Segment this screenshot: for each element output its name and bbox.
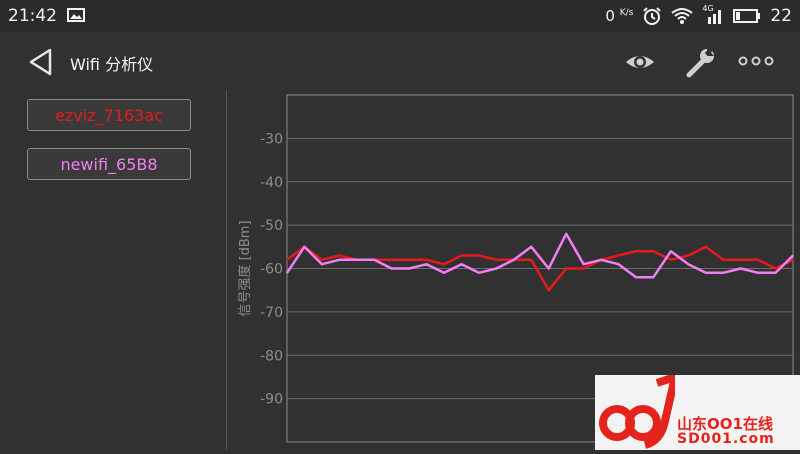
data-point — [530, 259, 533, 261]
data-point — [652, 276, 655, 278]
data-point — [792, 259, 794, 261]
wifi-icon — [671, 8, 693, 24]
net-speed: 0 K/s — [605, 7, 634, 25]
network-item-ezviz[interactable]: ezviz_7163ac — [27, 99, 191, 131]
data-point — [704, 246, 707, 248]
data-point — [635, 250, 637, 252]
series-line-2 — [285, 232, 794, 279]
data-point — [670, 250, 672, 252]
data-point — [460, 254, 463, 257]
data-point — [321, 263, 323, 265]
watermark-subtext: SD001.com — [677, 431, 775, 447]
data-point — [303, 246, 306, 248]
y-tick-label: -70 — [260, 305, 283, 321]
data-point — [582, 263, 585, 265]
data-point — [408, 267, 410, 270]
y-tick-label: -40 — [260, 175, 283, 191]
data-point — [478, 254, 480, 257]
data-point — [530, 246, 533, 248]
data-point — [670, 259, 672, 261]
watermark-logo — [599, 375, 675, 449]
data-point — [373, 259, 376, 261]
watermark-text: 山东OO1在线 — [677, 415, 773, 433]
eye-icon[interactable] — [624, 50, 656, 74]
alarm-icon — [643, 7, 662, 25]
data-point — [513, 259, 515, 261]
y-tick-label: -80 — [260, 348, 283, 364]
y-tick-label: -30 — [260, 131, 283, 147]
data-point — [704, 272, 707, 274]
data-point — [338, 254, 341, 257]
data-point — [338, 259, 341, 261]
status-time: 21:42 — [8, 6, 57, 26]
status-bar: 21:42 0 K/s 4G 2 — [0, 0, 800, 32]
data-point — [355, 259, 358, 261]
network-item-newifi[interactable]: newifi_65B8 — [27, 148, 191, 180]
data-point — [443, 272, 445, 274]
wrench-icon[interactable] — [683, 45, 717, 79]
network-list: ezviz_7163ac newifi_65B8 — [0, 90, 226, 450]
data-point — [739, 267, 742, 270]
data-point — [547, 267, 550, 270]
data-point — [390, 267, 393, 270]
page-title: Wifi 分析仪 — [70, 55, 154, 74]
data-point — [582, 267, 585, 270]
data-point — [547, 289, 550, 291]
network-label: ezviz_7163ac — [55, 106, 163, 125]
data-point — [408, 259, 410, 261]
battery-icon — [733, 9, 761, 23]
data-point — [687, 263, 690, 265]
data-point — [286, 259, 288, 261]
data-point — [635, 276, 637, 278]
data-point — [425, 263, 428, 265]
data-point — [495, 267, 498, 270]
y-tick-label: -60 — [260, 262, 283, 278]
y-axis-label: 信号强度 [dBm] — [237, 220, 253, 316]
y-tick-label: -50 — [260, 218, 283, 234]
battery-level: 22 — [770, 6, 792, 26]
data-point — [321, 259, 323, 261]
data-point — [617, 263, 620, 265]
data-point — [460, 263, 463, 265]
data-point — [757, 259, 759, 261]
sidebar-divider — [226, 90, 227, 450]
data-point — [565, 267, 567, 270]
data-point — [425, 259, 428, 261]
data-point — [600, 259, 602, 261]
data-point — [390, 259, 393, 261]
data-point — [774, 267, 777, 270]
data-point — [286, 272, 288, 274]
data-point — [617, 254, 620, 257]
data-point — [687, 254, 690, 257]
data-point — [722, 259, 725, 261]
status-right: 0 K/s 4G 22 — [605, 4, 792, 26]
data-point — [774, 272, 777, 274]
data-point — [722, 272, 725, 274]
watermark: 山东OO1在线 SD001.com — [595, 375, 800, 450]
cellular-signal-icon: 4G — [702, 4, 724, 25]
data-point — [757, 272, 759, 274]
more-icon[interactable] — [738, 56, 774, 66]
data-point — [739, 259, 742, 261]
app-toolbar: Wifi 分析仪 — [0, 32, 800, 90]
y-tick-label: -90 — [260, 392, 283, 408]
data-point — [652, 250, 655, 252]
network-label: newifi_65B8 — [60, 155, 158, 174]
data-point — [792, 254, 794, 257]
back-icon[interactable] — [28, 48, 54, 76]
data-point — [495, 259, 498, 261]
data-point — [443, 263, 445, 265]
data-point — [478, 272, 480, 274]
data-point — [565, 233, 567, 235]
image-icon — [67, 8, 85, 22]
